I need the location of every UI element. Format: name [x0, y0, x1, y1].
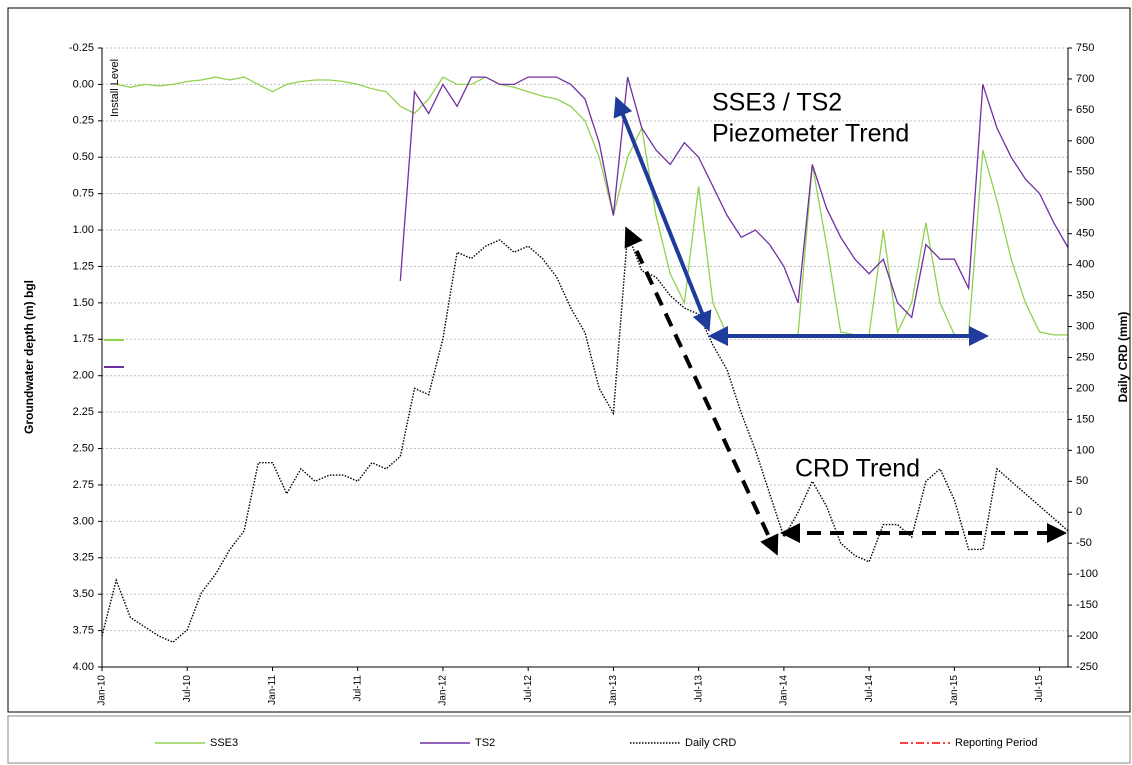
- y2-tick-label: 50: [1076, 475, 1088, 487]
- annotation: Piezometer Trend: [712, 120, 909, 148]
- y-tick-label: 4.00: [73, 661, 94, 673]
- series-line: [101, 233, 1069, 644]
- x-tick-label: Jul-11: [352, 675, 363, 702]
- y-tick-label: 3.25: [73, 552, 94, 564]
- legend-label: Reporting Period: [955, 737, 1038, 749]
- x-tick-label: Jan-15: [949, 675, 960, 706]
- y-tick-label: 1.75: [73, 333, 94, 345]
- x-tick-label: Jan-10: [97, 675, 108, 706]
- trend-arrow: [624, 226, 779, 556]
- y-tick-label: 3.75: [73, 624, 94, 636]
- y-axis-title: Groundwater depth (m) bgl: [22, 280, 36, 434]
- x-tick-label: Jan-12: [438, 675, 449, 706]
- annotation: SSE3 / TS2: [712, 89, 842, 117]
- annotation: CRD Trend: [795, 455, 920, 483]
- y-tick-label: 2.75: [73, 479, 94, 491]
- y2-tick-label: 500: [1076, 197, 1094, 209]
- y2-tick-label: 250: [1076, 351, 1094, 363]
- y2-tick-label: 200: [1076, 382, 1094, 394]
- y2-tick-label: 750: [1076, 42, 1094, 54]
- y2-tick-label: -200: [1076, 630, 1098, 642]
- x-tick-label: Jan-13: [608, 675, 619, 706]
- x-tick-label: Jul-10: [182, 675, 193, 703]
- y2-tick-label: 350: [1076, 290, 1094, 302]
- x-tick-label: Jan-11: [267, 675, 278, 705]
- y-tick-label: 0.50: [73, 151, 94, 163]
- y-tick-label: 2.00: [73, 370, 94, 382]
- y-tick-label: 1.25: [73, 260, 94, 272]
- y2-tick-label: 450: [1076, 228, 1094, 240]
- x-tick-label: Jul-14: [864, 675, 875, 703]
- trend-arrow: [613, 96, 712, 332]
- grid: [102, 47, 1068, 668]
- y-tick-label: 1.50: [73, 297, 94, 309]
- y2-tick-label: 600: [1076, 135, 1094, 147]
- y-tick-label: 1.00: [73, 224, 94, 236]
- y2-tick-label: 150: [1076, 413, 1094, 425]
- y2-tick-label: -250: [1076, 661, 1098, 673]
- x-tick-label: Jul-13: [693, 675, 704, 703]
- series-line: [116, 76, 1068, 336]
- y2-tick-label: 100: [1076, 444, 1094, 456]
- y2-tick-label: 300: [1076, 320, 1094, 332]
- y2-tick-label: 550: [1076, 166, 1094, 178]
- y-tick-label: 0.25: [73, 115, 94, 127]
- x-tick-label: Jul-12: [523, 675, 534, 703]
- y2-tick-label: 400: [1076, 259, 1094, 271]
- y2-tick-label: -50: [1076, 537, 1092, 549]
- y2-tick-label: -100: [1076, 568, 1098, 580]
- y-tick-label: 3.50: [73, 588, 94, 600]
- y-tick-label: 2.50: [73, 442, 94, 454]
- y2-tick-label: -150: [1076, 599, 1098, 611]
- y-tick-label: 3.00: [73, 515, 94, 527]
- y2-tick-label: 650: [1076, 104, 1094, 116]
- legend-label: Daily CRD: [685, 737, 736, 749]
- x-tick-label: Jul-15: [1034, 675, 1045, 703]
- y2-axis-title: Daily CRD (mm): [1116, 312, 1130, 403]
- y-tick-label: 0.00: [73, 78, 94, 90]
- annotation: Install Level: [109, 59, 121, 117]
- y-tick-label: -0.25: [69, 42, 94, 54]
- chart-frame: [7, 7, 1131, 713]
- y-tick-label: 0.75: [73, 188, 94, 200]
- legend-label: TS2: [475, 737, 495, 749]
- legend-frame: [7, 715, 1131, 764]
- legend-label: SSE3: [210, 737, 238, 749]
- y-tick-label: 2.25: [73, 406, 94, 418]
- x-tick-label: Jan-14: [779, 675, 790, 706]
- y2-tick-label: 700: [1076, 73, 1094, 85]
- y2-tick-label: 0: [1076, 506, 1082, 518]
